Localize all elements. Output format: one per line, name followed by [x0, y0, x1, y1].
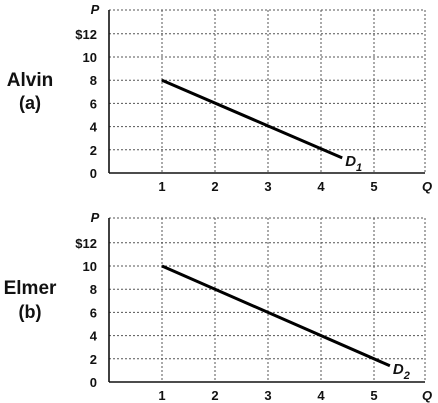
- curve-label-subscript: 1: [356, 162, 362, 174]
- demand-curve-d1: [161, 78, 343, 160]
- x-tick-label: 2: [211, 388, 218, 403]
- x-tick-label: 5: [370, 388, 377, 403]
- y-tick-label: 4: [90, 329, 98, 344]
- panel-tag: (b): [19, 302, 42, 322]
- y-tick-label: 4: [90, 120, 98, 135]
- x-tick-label: 5: [370, 179, 377, 194]
- y-tick-label: 10: [83, 50, 97, 65]
- curve-label-name: D: [393, 361, 404, 378]
- x-tick-label: 1: [158, 388, 165, 403]
- y-tick-label: 6: [90, 305, 97, 320]
- y-tick-label: 10: [83, 259, 97, 274]
- y-tick-label: 8: [90, 282, 97, 297]
- demand-curve-d2: [161, 264, 391, 368]
- y-tick-label: $12: [75, 27, 97, 42]
- y-tick-label: $12: [75, 236, 97, 251]
- x-axis-label: Q: [422, 388, 432, 403]
- y-tick-label: 0: [90, 375, 97, 390]
- x-tick-label: 2: [211, 179, 218, 194]
- panel-name: Elmer: [4, 278, 57, 299]
- x-tick-label: 1: [158, 179, 165, 194]
- curve-label: D1: [345, 153, 362, 174]
- y-tick-label: 2: [90, 352, 97, 367]
- y-tick-label: 8: [90, 73, 97, 88]
- x-tick-label: 4: [317, 388, 325, 403]
- y-axis-label: P: [91, 2, 100, 17]
- curve-label-subscript: 2: [403, 370, 410, 382]
- x-axis-label: Q: [422, 179, 432, 194]
- y-tick-label: 2: [90, 143, 97, 158]
- x-tick-label: 4: [317, 179, 325, 194]
- y-tick-label: 6: [90, 96, 97, 111]
- y-axis-label: P: [91, 210, 100, 225]
- curve-label-name: D: [345, 153, 356, 170]
- panel-tag: (a): [19, 93, 41, 113]
- x-tick-label: 3: [264, 388, 271, 403]
- curve-label: D2: [393, 361, 410, 382]
- y-tick-label: 0: [90, 166, 97, 181]
- panel-name: Alvin: [7, 70, 53, 91]
- x-tick-label: 3: [264, 179, 271, 194]
